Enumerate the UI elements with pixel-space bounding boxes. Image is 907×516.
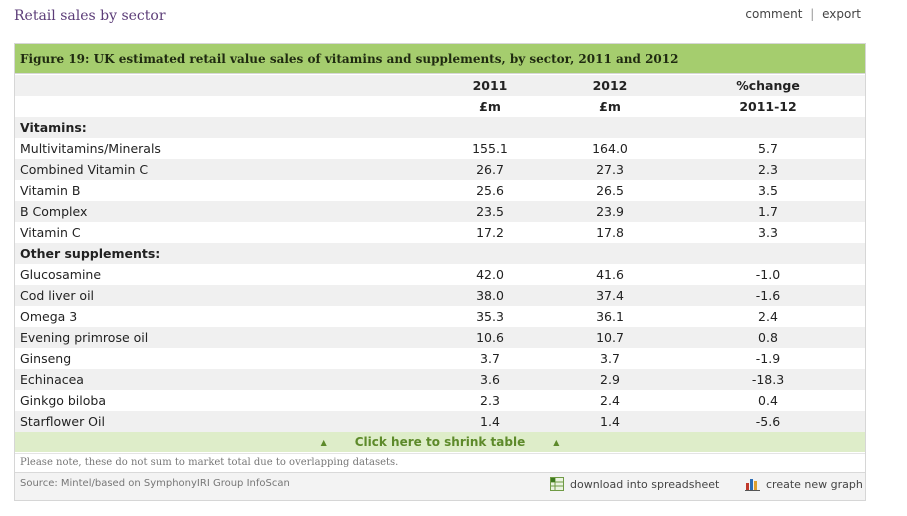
source-bar: Source: Mintel/based on SymphonyIRI Grou… — [15, 472, 865, 500]
create-graph-label: create new graph — [766, 478, 863, 491]
table-row: Cod liver oil 38.0 37.4 -1.6 — [15, 285, 865, 306]
row-label: Vitamin B — [20, 183, 81, 198]
value-2012: 23.9 — [596, 204, 624, 219]
table-row: Combined Vitamin C 26.7 27.3 2.3 — [15, 159, 865, 180]
link-separator: | — [810, 7, 815, 21]
row-label: Multivitamins/Minerals — [20, 141, 161, 156]
value-2012: 17.8 — [596, 225, 624, 240]
figure-panel: Figure 19: UK estimated retail value sal… — [14, 43, 866, 501]
value-2012: 2.4 — [600, 393, 620, 408]
row-label: B Complex — [20, 204, 88, 219]
data-table: 2011 2012 %change £m £m 2011-12 Vitamins… — [15, 75, 865, 432]
table-row: Glucosamine 42.0 41.6 -1.0 — [15, 264, 865, 285]
value-change: 0.4 — [758, 393, 778, 408]
table-row: Echinacea 3.6 2.9 -18.3 — [15, 369, 865, 390]
unit-2012: £m — [599, 99, 621, 114]
table-row: Ginkgo biloba 2.3 2.4 0.4 — [15, 390, 865, 411]
row-label: Evening primrose oil — [20, 330, 149, 345]
table-note: Please note, these do not sum to market … — [15, 453, 865, 471]
value-change: 2.4 — [758, 309, 778, 324]
value-2012: 164.0 — [592, 141, 628, 156]
table-row: Omega 3 35.3 36.1 2.4 — [15, 306, 865, 327]
row-label: Vitamins: — [20, 120, 87, 135]
value-2011: 2.3 — [480, 393, 500, 408]
value-2011: 3.6 — [480, 372, 500, 387]
shrink-table-button[interactable]: ▲ Click here to shrink table ▲ — [15, 432, 865, 452]
value-change: 2.3 — [758, 162, 778, 177]
export-link[interactable]: export — [822, 7, 861, 21]
table-row: Evening primrose oil 10.6 10.7 0.8 — [15, 327, 865, 348]
value-2011: 26.7 — [476, 162, 504, 177]
value-2011: 35.3 — [476, 309, 504, 324]
download-label: download into spreadsheet — [570, 478, 720, 491]
value-change: -1.6 — [755, 288, 781, 303]
row-label: Ginkgo biloba — [20, 393, 106, 408]
create-graph-link[interactable]: create new graph — [745, 478, 863, 492]
value-2011: 10.6 — [476, 330, 504, 345]
row-label: Other supplements: — [20, 246, 161, 261]
value-change: 1.7 — [758, 204, 778, 219]
triangle-up-icon: ▲ — [553, 438, 560, 447]
value-2012: 37.4 — [596, 288, 624, 303]
header-units-row: £m £m 2011-12 — [15, 96, 865, 117]
value-2011: 155.1 — [472, 141, 508, 156]
triangle-up-icon: ▲ — [320, 438, 327, 447]
header-2011: 2011 — [472, 78, 508, 93]
value-2011: 42.0 — [476, 267, 504, 282]
source-text: Source: Mintel/based on SymphonyIRI Grou… — [20, 478, 290, 489]
value-2012: 36.1 — [596, 309, 624, 324]
row-label: Vitamin C — [20, 225, 81, 240]
header-2012: 2012 — [592, 78, 628, 93]
value-change: -1.9 — [755, 351, 781, 366]
spreadsheet-icon — [550, 477, 564, 491]
unit-change-period: 2011-12 — [739, 99, 797, 114]
value-change: 3.5 — [758, 183, 778, 198]
value-2011: 25.6 — [476, 183, 504, 198]
row-label: Starflower Oil — [20, 414, 105, 429]
table-row: Vitamin C 17.2 17.8 3.3 — [15, 222, 865, 243]
value-change: -18.3 — [751, 372, 785, 387]
comment-link[interactable]: comment — [745, 7, 803, 21]
table-row: Starflower Oil 1.4 1.4 -5.6 — [15, 411, 865, 432]
row-label: Cod liver oil — [20, 288, 95, 303]
row-label: Glucosamine — [20, 267, 102, 282]
unit-2011: £m — [479, 99, 501, 114]
value-2011: 1.4 — [480, 414, 500, 429]
section-title: Retail sales by sector — [14, 8, 166, 24]
table-row: Ginseng 3.7 3.7 -1.9 — [15, 348, 865, 369]
figure-title: Figure 19: UK estimated retail value sal… — [15, 44, 865, 74]
table-row: B Complex 23.5 23.9 1.7 — [15, 201, 865, 222]
value-2011: 38.0 — [476, 288, 504, 303]
value-2012: 10.7 — [596, 330, 624, 345]
value-2011: 17.2 — [476, 225, 504, 240]
header-row: 2011 2012 %change — [15, 75, 865, 96]
value-2011: 23.5 — [476, 204, 504, 219]
value-2012: 2.9 — [600, 372, 620, 387]
row-label: Combined Vitamin C — [20, 162, 149, 177]
table-row: Multivitamins/Minerals 155.1 164.0 5.7 — [15, 138, 865, 159]
value-change: -5.6 — [755, 414, 781, 429]
download-spreadsheet-link[interactable]: download into spreadsheet — [550, 477, 720, 492]
value-2012: 27.3 — [596, 162, 624, 177]
header-change: %change — [736, 78, 800, 93]
bar-chart-icon — [745, 479, 760, 491]
row-label: Omega 3 — [20, 309, 78, 324]
value-change: 3.3 — [758, 225, 778, 240]
value-change: 5.7 — [758, 141, 778, 156]
value-2011: 3.7 — [480, 351, 500, 366]
value-change: 0.8 — [758, 330, 778, 345]
value-change: -1.0 — [755, 267, 781, 282]
table-row: Vitamin B 25.6 26.5 3.5 — [15, 180, 865, 201]
shrink-label: Click here to shrink table — [354, 435, 526, 449]
value-2012: 41.6 — [596, 267, 624, 282]
row-label: Ginseng — [20, 351, 72, 366]
row-label: Echinacea — [20, 372, 84, 387]
group-row: Vitamins: — [15, 117, 865, 138]
value-2012: 3.7 — [600, 351, 620, 366]
top-links: comment | export — [745, 7, 861, 21]
value-2012: 1.4 — [600, 414, 620, 429]
value-2012: 26.5 — [596, 183, 624, 198]
group-row: Other supplements: — [15, 243, 865, 264]
